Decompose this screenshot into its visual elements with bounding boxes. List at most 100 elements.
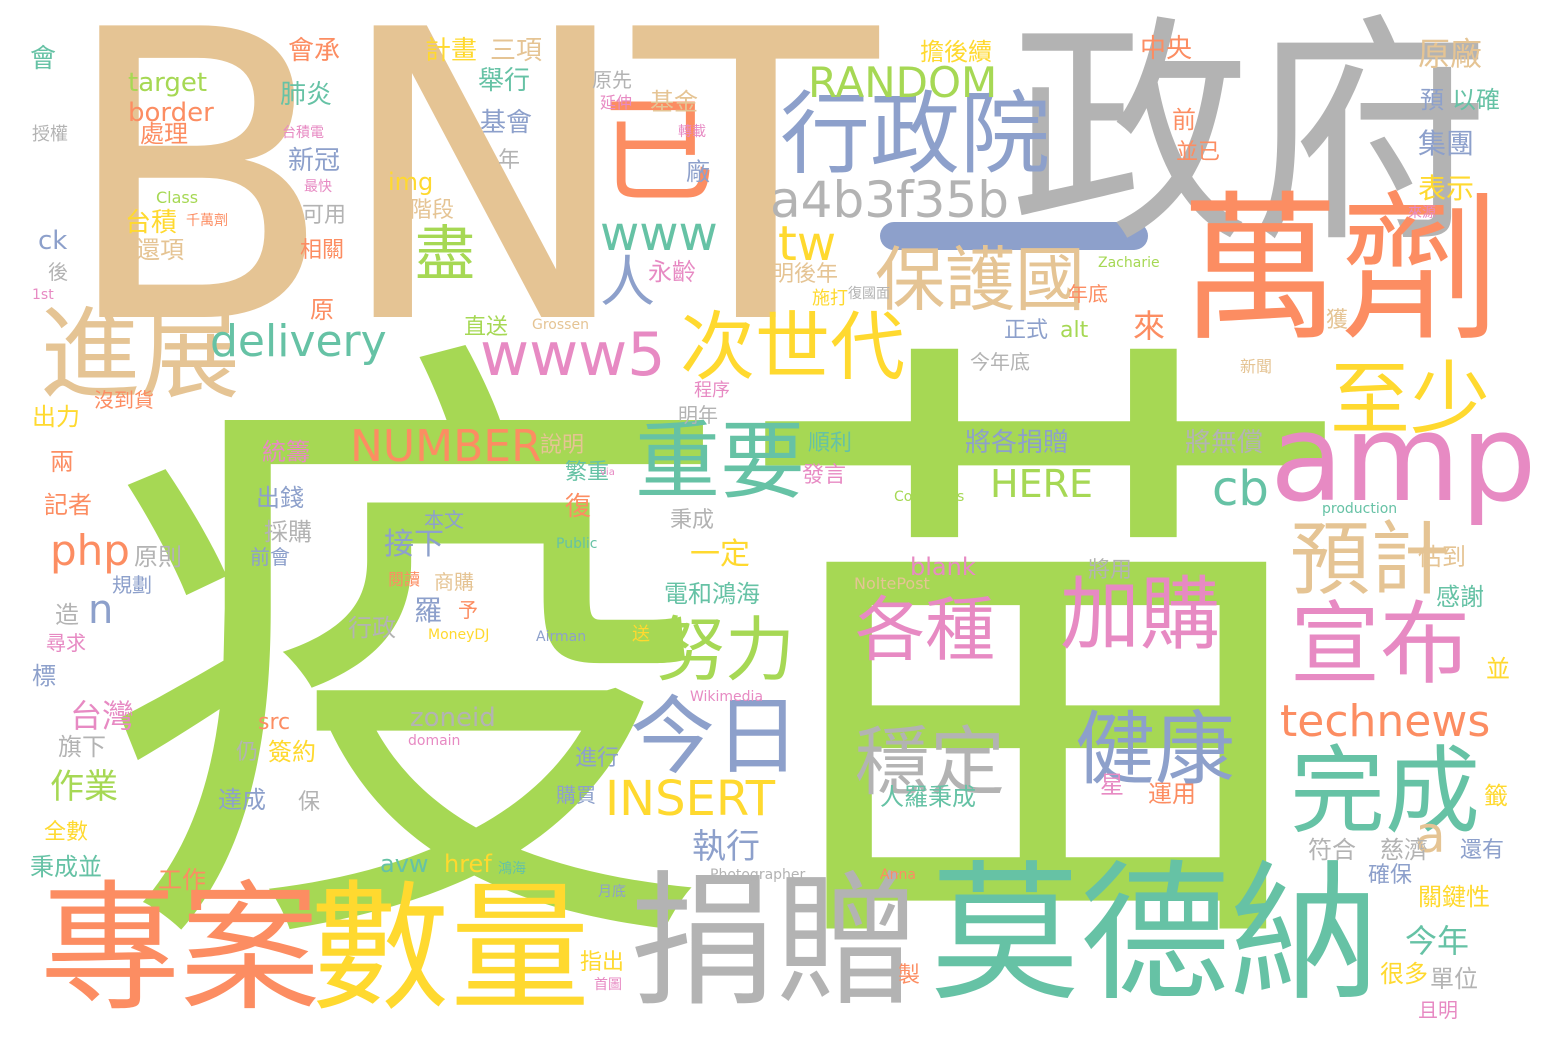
cloud-word: 台積電 [282, 125, 324, 141]
cloud-word: 可用 [302, 203, 347, 228]
cloud-word: 感謝 [1436, 583, 1484, 611]
cloud-word: 後 [48, 260, 68, 284]
cloud-word: 採購 [264, 518, 312, 546]
cloud-word: 萬劑 [1180, 176, 1501, 363]
cloud-word: 尋求 [46, 631, 86, 655]
cloud-word: 政府 [1010, 0, 1491, 275]
cloud-word: 轉載 [678, 124, 706, 140]
cloud-word: 千萬劑 [186, 213, 228, 229]
cloud-word: 秉成 [670, 508, 715, 533]
cloud-word: tw [778, 216, 837, 272]
cloud-word: 階段 [410, 198, 455, 223]
cloud-word: 今年底 [970, 350, 1030, 374]
cloud-word: 會 [30, 44, 57, 74]
cloud-word: www [600, 206, 718, 262]
cloud-word: 月底 [598, 884, 626, 900]
cloud-word: 原則 [134, 543, 182, 571]
cloud-word: 羅 [414, 594, 443, 627]
cloud-word: 估到 [1418, 543, 1466, 571]
cloud-word: NUMBER [350, 421, 542, 472]
cloud-word: 擔後續 [920, 38, 992, 66]
cloud-word: 一定 [690, 537, 750, 572]
cloud-word: 今日 [630, 688, 801, 787]
cloud-word: 加購 [1060, 568, 1220, 661]
cloud-word: 疫苗 [100, 293, 1360, 1027]
cloud-word: 最快 [304, 179, 332, 195]
cloud-word: 永齡 [648, 258, 696, 286]
cloud-word: Commons [894, 489, 965, 505]
cloud-word: 送 [632, 624, 650, 645]
cloud-word: 來 [1133, 307, 1166, 345]
cloud-word: 仍 [236, 740, 259, 765]
cloud-word: Zacharie [1098, 255, 1160, 271]
cloud-word: 還項 [136, 236, 184, 264]
cloud-word: 接下 [384, 527, 444, 562]
cloud-word: img [388, 168, 434, 196]
cloud-word: 出錢 [256, 484, 304, 512]
cloud-word: 中央 [1140, 34, 1193, 64]
cloud-word: 集團 [1418, 127, 1475, 160]
cloud-word: Anna [880, 867, 916, 883]
cloud-word: 兩 [50, 448, 74, 476]
cloud-word: 繁重 [565, 460, 610, 485]
cloud-word: 確保 [1368, 863, 1413, 888]
cloud-word: production [1322, 501, 1398, 517]
cloud-word: HERE [990, 462, 1093, 506]
cloud-word: 簽約 [268, 738, 316, 766]
cloud-word: 購買 [556, 783, 596, 807]
cloud-word: 保護國 [875, 239, 1085, 321]
cloud-word: 商購 [434, 570, 474, 594]
cloud-word: Public [556, 536, 598, 552]
cloud-word: 標 [32, 662, 56, 690]
cloud-word: 關鍵性 [1418, 883, 1490, 911]
cloud-word: 本文 [424, 508, 464, 532]
cloud-word: 專案 [40, 868, 321, 1031]
cloud-word: 並已 [1176, 140, 1221, 165]
cloud-word: 前 [1172, 106, 1196, 134]
cloud-word: avw [380, 850, 429, 878]
cloud-word: MoneyDJ [428, 627, 490, 643]
cloud-word: 計畫 [425, 36, 478, 66]
cloud-word: 肺炎 [280, 80, 333, 110]
cloud-word: 進行 [575, 746, 620, 771]
cloud-word: 處理 [140, 120, 188, 148]
cloud-word: border [128, 98, 214, 128]
cloud-word: INSERT [605, 771, 776, 827]
cloud-word: 達成 [218, 786, 266, 814]
cloud-word: a4b3f35b [770, 171, 1009, 229]
cloud-word: 完成 [1290, 737, 1481, 847]
cloud-word: 基金 [650, 88, 698, 116]
cloud-word: 沒到貨 [94, 388, 154, 412]
cloud-word: 復 [565, 492, 592, 522]
cloud-word: Class [156, 188, 199, 207]
cloud-word: 旗下 [58, 733, 106, 761]
cloud-word: 並 [1486, 655, 1510, 683]
cloud-word: cb [1212, 461, 1269, 517]
cloud-word: zoneid [410, 703, 496, 733]
cloud-word: 以確 [1452, 86, 1500, 114]
cloud-word: 至少 [1330, 353, 1490, 446]
cloud-word: 各種 [855, 589, 995, 671]
cloud-word: Airman [536, 629, 587, 645]
cloud-word: BNT [60, 0, 878, 412]
cloud-word: 出力 [32, 403, 80, 431]
cloud-word: 原 [310, 296, 334, 324]
cloud-word: ck [38, 226, 68, 256]
cloud-word: 獲 [1326, 308, 1349, 333]
cloud-word: 舉行 [478, 66, 531, 96]
cloud-word: 電和鴻海 [664, 580, 760, 608]
cloud-word: 基會 [480, 108, 533, 138]
cloud-word: 予 [458, 598, 478, 622]
cloud-word: target [128, 68, 208, 98]
cloud-word: 人 [600, 250, 656, 314]
cloud-word: 重要 [635, 413, 806, 512]
cloud-word: 慈濟 [1380, 836, 1428, 864]
cloud-word: 預 [1420, 86, 1444, 114]
cloud-word: 延伸 [600, 93, 633, 112]
cloud-word: 1st [32, 287, 54, 303]
cloud-word: 還有 [1460, 838, 1505, 863]
cloud-word: 盡 [415, 220, 475, 290]
cloud-word: 明年 [678, 403, 718, 427]
cloud-word: 程序 [694, 380, 730, 401]
